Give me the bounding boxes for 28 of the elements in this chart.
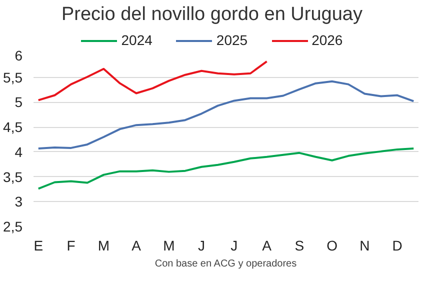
x-tick-label: D [392, 238, 402, 254]
y-tick-label: 5 [14, 94, 23, 110]
y-tick-label: 5,5 [3, 69, 23, 86]
y-tick-label: 3,5 [3, 168, 23, 185]
legend-label: 2024 [120, 31, 152, 50]
x-tick-label: N [360, 238, 370, 254]
x-tick-label: A [262, 238, 272, 254]
chart-title: Precio del novillo gordo en Uruguay [61, 3, 362, 27]
x-tick-label: M [163, 238, 175, 254]
x-tick-label: F [66, 238, 76, 254]
x-tick-label: J [198, 238, 206, 254]
text: Con base en ACG y operadores [154, 258, 297, 270]
y-tick-label: 4 [14, 144, 23, 160]
y-tick-label: 2,5 [3, 218, 23, 234]
y-tick-label: 6 [14, 48, 23, 64]
line-series [37, 60, 268, 102]
x-tick-label: S [294, 238, 304, 254]
x-tick-label: A [132, 238, 142, 254]
x-tick-label: M [98, 238, 110, 254]
y-tick-label: 3 [14, 194, 23, 210]
x-tick-label: O [326, 238, 338, 254]
y-tick-label: 4,5 [3, 119, 23, 136]
line-series [37, 147, 415, 190]
x-tick-label: E [34, 238, 44, 254]
x-tick-label: J [230, 238, 238, 254]
line-series [37, 80, 415, 150]
legend-label: 2026 [310, 31, 343, 50]
legend-label: 2025 [215, 31, 248, 50]
